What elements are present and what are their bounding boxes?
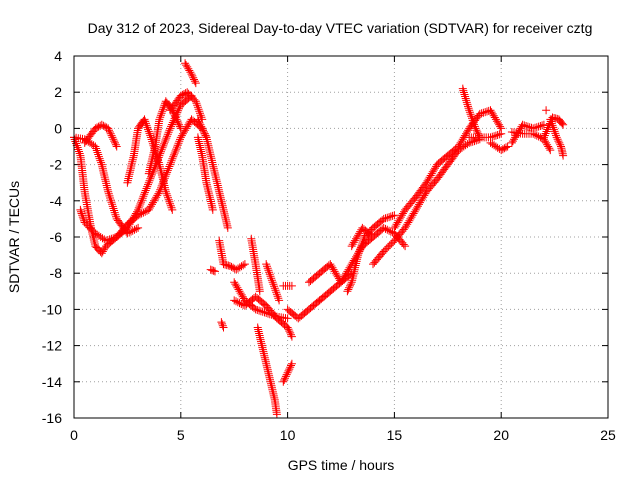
y-tick-label: -16 (42, 410, 62, 426)
y-tick-label: -8 (50, 265, 63, 281)
series-track-32 (486, 138, 512, 155)
y-tick-label: -10 (42, 301, 62, 317)
y-tick-label: 4 (54, 48, 62, 64)
y-tick-label: 0 (54, 120, 62, 136)
series-track-34 (507, 120, 548, 147)
data-markers (546, 115, 568, 160)
series-track-17 (247, 234, 264, 296)
data-markers (390, 142, 463, 232)
y-tick-label: -12 (42, 338, 62, 354)
data-markers (215, 236, 249, 274)
y-tick-label: -4 (50, 193, 63, 209)
data-markers (486, 138, 512, 155)
data-markers (230, 292, 296, 341)
y-tick-label: 2 (54, 84, 62, 100)
series-track-8 (166, 88, 207, 124)
data-markers (369, 135, 484, 269)
data-markers (347, 223, 410, 251)
y-axis-label: SDTVAR / TECUs (6, 181, 22, 293)
series-track-20 (279, 359, 296, 386)
series-track-21 (283, 296, 324, 323)
series-track-13 (206, 265, 219, 276)
axis-ticks (73, 55, 609, 419)
x-tick-label: 20 (493, 427, 509, 443)
series-track-10 (193, 133, 217, 214)
series-track-27 (369, 135, 484, 269)
series-track-11 (193, 115, 232, 232)
series-track-25 (343, 211, 399, 296)
y-tick-label: -6 (50, 229, 63, 245)
data-markers (217, 318, 228, 332)
y-tick-label: -14 (42, 374, 62, 390)
series-track-12 (215, 236, 249, 274)
series-track-28 (390, 142, 463, 232)
data-markers (123, 115, 177, 214)
chart-title: Day 312 of 2023, Sidereal Day-to-day VTE… (88, 20, 593, 36)
series-track-31 (465, 129, 506, 142)
series-track-36 (546, 115, 568, 160)
series-track-18 (253, 323, 281, 419)
plot-frame (73, 55, 609, 419)
data-markers (279, 359, 296, 386)
x-tick-label: 15 (387, 427, 403, 443)
data-markers (542, 106, 551, 115)
data-markers (247, 234, 264, 296)
data-markers (80, 120, 121, 151)
data-markers (454, 106, 506, 151)
series-track-22 (279, 281, 296, 290)
series-track-24 (315, 233, 377, 305)
data-markers (181, 59, 200, 88)
y-tick-label: -2 (50, 157, 63, 173)
data-markers (166, 88, 207, 124)
data-markers (193, 133, 217, 214)
data-markers (343, 211, 399, 296)
series-track-3 (76, 91, 196, 245)
grid-lines (74, 56, 608, 418)
data-markers (206, 265, 219, 276)
data-markers (253, 323, 281, 419)
series-track-9 (181, 59, 200, 88)
data-markers (315, 233, 377, 305)
data-markers (76, 91, 196, 245)
data-markers (507, 120, 548, 147)
series-track-5 (123, 115, 177, 214)
x-tick-label: 25 (600, 427, 616, 443)
series-track-4 (80, 120, 121, 151)
data-markers (465, 129, 506, 142)
data-markers (193, 115, 232, 232)
data-markers (279, 281, 296, 290)
series-track-37 (542, 106, 551, 115)
x-tick-label: 0 (70, 427, 78, 443)
x-tick-label: 10 (280, 427, 296, 443)
series-track-19 (262, 260, 284, 305)
data-markers (262, 260, 284, 305)
data-points (70, 59, 568, 419)
x-tick-label: 5 (177, 427, 185, 443)
series-track-16 (230, 292, 296, 341)
x-axis-label: GPS time / hours (288, 457, 395, 473)
series-track-30 (454, 106, 506, 151)
data-markers (283, 296, 324, 323)
series-track-14 (217, 318, 228, 332)
series-track-26 (347, 223, 410, 251)
